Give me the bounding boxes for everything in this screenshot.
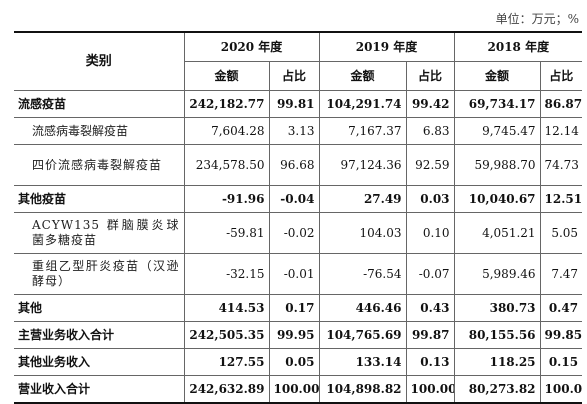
cell-ratio: -0.07	[406, 253, 455, 295]
cell-amount: 59,988.70	[454, 144, 541, 186]
cell-amount: 97,124.36	[319, 144, 407, 186]
cell-amount: 4,051.21	[454, 212, 541, 254]
cell-ratio: 99.87	[406, 321, 455, 349]
cell-ratio: -0.01	[269, 253, 320, 295]
cell-ratio: 92.59	[406, 144, 455, 186]
cell-amount: 7,604.28	[184, 117, 270, 145]
cell-ratio: 0.10	[406, 212, 455, 254]
cell-amount: 104,898.82	[319, 375, 407, 403]
cell-amount: 380.73	[454, 294, 541, 322]
cell-amount: 10,040.67	[454, 185, 541, 213]
cell-amount: 80,155.56	[454, 321, 541, 349]
cell-ratio: 0.15	[548, 354, 579, 369]
header-ratio: 占比	[549, 68, 574, 83]
cell-ratio: 5.05	[551, 225, 579, 240]
table-row: 其他疫苗 -91.96 -0.04 27.49 0.03 10,040.67 1…	[14, 185, 583, 213]
cell-amount: 7,167.37	[319, 117, 407, 145]
header-amount: 金额	[319, 61, 407, 91]
row-label: 营业收入合计	[14, 375, 185, 403]
header-row-years: 类别 2020 年度 2019 年度 2018 年度	[14, 32, 583, 91]
cell-amount: 9,745.47	[454, 117, 541, 145]
header-year-2018: 2018 年度	[487, 39, 550, 54]
table-row: 其他业务收入 127.55 0.05 133.14 0.13 118.25 0.…	[14, 348, 583, 376]
cell-ratio: 100.00	[406, 375, 455, 403]
header-ratio: 占比	[269, 61, 320, 91]
cell-ratio: 0.47	[548, 300, 579, 315]
cell-amount: 242,182.77	[184, 90, 270, 118]
cell-ratio: 12.14	[544, 123, 579, 138]
header-year-2019: 2019 年度	[319, 32, 455, 62]
cell-amount: 118.25	[454, 348, 541, 376]
row-label-text: ACYW135 群脑膜炎球菌多糖疫苗	[32, 218, 180, 247]
cell-amount: 104.03	[319, 212, 407, 254]
row-label: 流感疫苗	[14, 90, 185, 118]
cell-amount: 127.55	[184, 348, 270, 376]
table-row: 流感疫苗 242,182.77 99.81 104,291.74 99.42 6…	[14, 90, 583, 118]
cell-ratio: 99.81	[269, 90, 320, 118]
header-amount: 金额	[454, 61, 541, 91]
table-row: 四价流感病毒裂解疫苗 234,578.50 96.68 97,124.36 92…	[14, 144, 583, 186]
cell-ratio: 0.17	[269, 294, 320, 322]
cell-ratio: 6.83	[406, 117, 455, 145]
table-row: 重组乙型肝炎疫苗（汉逊酵母） -32.15 -0.01 -76.54 -0.07…	[14, 253, 583, 295]
cell-ratio: 7.47	[551, 266, 579, 281]
row-label: 其他业务收入	[14, 348, 185, 376]
cell-ratio: 100.00	[544, 381, 583, 396]
row-label-text: 重组乙型肝炎疫苗（汉逊酵母）	[32, 259, 180, 288]
cell-amount: 80,273.82	[454, 375, 541, 403]
table-row: ACYW135 群脑膜炎球菌多糖疫苗 -59.81 -0.02 104.03 0…	[14, 212, 583, 254]
cell-amount: -59.81	[184, 212, 270, 254]
cell-ratio: 96.68	[269, 144, 320, 186]
cell-amount: 446.46	[319, 294, 407, 322]
cell-amount: 27.49	[319, 185, 407, 213]
table-row: 主营业务收入合计 242,505.35 99.95 104,765.69 99.…	[14, 321, 583, 349]
header-row-metrics: 金额 占比 金额 占比 金额 占比	[14, 61, 583, 91]
cell-amount: 104,765.69	[319, 321, 407, 349]
row-label: ACYW135 群脑膜炎球菌多糖疫苗	[14, 212, 185, 254]
cell-ratio: 0.03	[406, 185, 455, 213]
table-row: 其他 414.53 0.17 446.46 0.43 380.73 0.47	[14, 294, 583, 322]
row-label: 流感病毒裂解疫苗	[14, 117, 185, 145]
cell-amount: 5,989.46	[454, 253, 541, 295]
cell-ratio: 74.73	[544, 157, 579, 172]
cell-amount: 234,578.50	[184, 144, 270, 186]
unit-note: 单位：万元；%	[495, 12, 579, 26]
header-amount: 金额	[184, 61, 270, 91]
cell-amount: -76.54	[319, 253, 407, 295]
header-year-2020: 2020 年度	[184, 32, 320, 62]
cell-ratio: 99.95	[269, 321, 320, 349]
row-label: 四价流感病毒裂解疫苗	[14, 144, 185, 186]
cell-amount: 414.53	[184, 294, 270, 322]
cell-ratio: 3.13	[269, 117, 320, 145]
row-label: 其他	[14, 294, 185, 322]
cell-ratio: 86.87	[544, 96, 583, 111]
row-label-text: 四价流感病毒裂解疫苗	[32, 157, 163, 172]
header-category: 类别	[14, 32, 185, 91]
cell-amount: 133.14	[319, 348, 407, 376]
cell-amount: 242,632.89	[184, 375, 270, 403]
cell-ratio: 12.51	[544, 191, 583, 206]
row-label: 重组乙型肝炎疫苗（汉逊酵母）	[14, 253, 185, 295]
cell-ratio: 0.13	[406, 348, 455, 376]
row-label: 其他疫苗	[14, 185, 185, 213]
cell-amount: 242,505.35	[184, 321, 270, 349]
cell-amount: 69,734.17	[454, 90, 541, 118]
cell-amount: -91.96	[184, 185, 270, 213]
cell-ratio: 99.85	[544, 327, 583, 342]
row-label: 主营业务收入合计	[14, 321, 185, 349]
cell-ratio: -0.04	[269, 185, 320, 213]
cell-amount: 104,291.74	[319, 90, 407, 118]
header-ratio: 占比	[406, 61, 455, 91]
cell-ratio: 0.05	[269, 348, 320, 376]
table-row: 流感病毒裂解疫苗 7,604.28 3.13 7,167.37 6.83 9,7…	[14, 117, 583, 145]
revenue-table: 类别 2020 年度 2019 年度 2018 年度 金额 占比 金额 占比 金…	[14, 31, 583, 404]
cell-amount: -32.15	[184, 253, 270, 295]
cell-ratio: 100.00	[269, 375, 320, 403]
table-row: 营业收入合计 242,632.89 100.00 104,898.82 100.…	[14, 375, 583, 403]
cell-ratio: 99.42	[406, 90, 455, 118]
cell-ratio: 0.43	[406, 294, 455, 322]
cell-ratio: -0.02	[269, 212, 320, 254]
